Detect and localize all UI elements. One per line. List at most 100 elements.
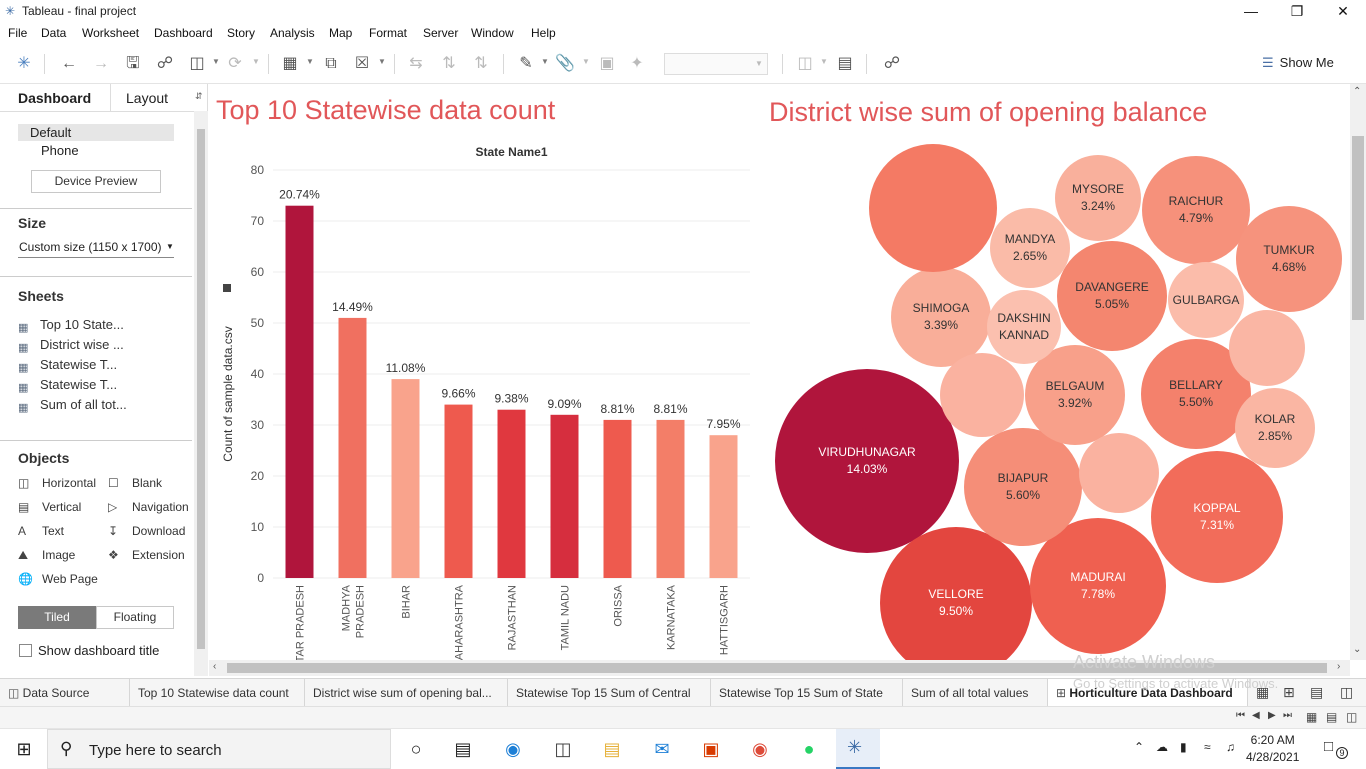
show-me-button[interactable]: ☰ Show Me [1262,55,1334,71]
show-labels-icon[interactable]: ▣ [599,55,615,72]
sheet-item[interactable]: ▦ Sum of all tot... [18,397,127,415]
object-image[interactable]: ⛰ Image [18,548,75,563]
district-bubble[interactable]: MYSORE 3.24% [1055,155,1141,241]
show-cards-icon[interactable]: ◫ [797,55,813,72]
chevron-down-icon[interactable]: ▼ [582,57,590,66]
menu-window[interactable]: Window [471,26,514,40]
windows-start-icon[interactable]: ⊞ [16,739,32,759]
last-sheet-icon[interactable]: ⏭ [1283,710,1292,721]
highlight-icon[interactable]: ✎ [519,55,533,72]
district-bubble[interactable]: TUMKUR 4.68% [1236,206,1342,312]
sheet-sorter-icon[interactable]: ▦ [1306,710,1318,724]
district-bubble[interactable]: BELLARY 5.50% [1141,339,1251,449]
tab-dashboard-active[interactable]: ⊞ Horticulture Data Dashboard [1048,679,1248,707]
save-icon[interactable]: 🖫 [126,55,140,72]
district-bubble[interactable]: VIRUDHUNAGAR 14.03% [775,369,959,553]
size-dropdown[interactable]: Custom size (1150 x 1700) ▼ [18,238,174,258]
group-members-icon[interactable]: 📎 [555,55,575,72]
chevron-down-icon[interactable]: ▼ [252,57,260,66]
sheet-tab[interactable]: Statewise Top 15 Sum of Central [508,679,711,707]
district-bubble[interactable]: DAKSHIN KANNAD [987,290,1061,364]
volume-icon[interactable]: ♫ [1226,740,1235,754]
district-bubble[interactable] [869,144,997,272]
prev-sheet-icon[interactable]: ◀ [1252,710,1260,721]
menu-help[interactable]: Help [531,26,556,40]
scrollbar-thumb[interactable] [197,129,205,649]
district-bubble[interactable]: KOPPAL 7.31% [1151,451,1283,583]
district-bubble[interactable]: MADURAI 7.78% [1030,518,1166,654]
undo-icon[interactable]: ← [61,55,77,72]
sheet-item[interactable]: ▦ District wise ... [18,337,124,355]
menu-dashboard[interactable]: Dashboard [154,26,213,40]
sort-descending-icon[interactable]: ⇅ [474,55,488,72]
tableau-home-icon[interactable]: ✳ [17,55,31,72]
new-worksheet-icon[interactable]: ▦ [282,55,298,72]
tab-menu-icon[interactable]: ⇵ [195,91,203,101]
first-sheet-icon[interactable]: ⏮ [1236,710,1245,721]
menu-data[interactable]: Data [41,26,67,40]
sheet-tab[interactable]: District wise sum of opening bal... [305,679,508,707]
district-bubble[interactable]: GULBARGA [1168,262,1244,338]
object-navigation[interactable]: ▷ Navigation [108,500,189,514]
wifi-icon[interactable]: ≈ [1204,740,1211,754]
scroll-down-icon[interactable]: ⌄ [1353,644,1362,655]
district-bubble[interactable] [940,353,1024,437]
onedrive-icon[interactable]: ☁ [1156,740,1168,754]
filmstrip-icon[interactable]: ▤ [1326,710,1338,724]
sheet-item[interactable]: ▦ Statewise T... [18,377,117,395]
redo-icon[interactable]: → [93,55,109,72]
object-download[interactable]: ↧ Download [108,524,185,538]
chevron-down-icon[interactable]: ▼ [541,57,549,66]
menu-file[interactable]: File [8,26,28,40]
side-panel-scrollbar[interactable]: ⌄ [194,111,208,690]
duplicate-sheet-icon[interactable]: ⧉ [325,55,337,72]
office-icon[interactable]: ▣ [702,739,720,759]
object-horizontal[interactable]: ◫ Horizontal [18,476,96,490]
district-bubble[interactable]: RAICHUR 4.79% [1142,156,1250,264]
device-phone-item[interactable]: Phone [41,143,79,158]
sort-ascending-icon[interactable]: ⇅ [442,55,456,72]
tab-dashboard[interactable]: Dashboard [18,90,92,106]
tab-layout[interactable]: Layout [126,90,169,106]
object-vertical[interactable]: ▤ Vertical [18,500,81,514]
new-story-icon[interactable]: ◫ [1340,684,1354,700]
district-bubble[interactable] [1079,433,1159,513]
taskbar-search[interactable]: ⚲ Type here to search [47,729,391,769]
object-blank[interactable]: ☐ Blank [108,476,162,490]
new-worksheet-tab-icon[interactable]: ▦ [1256,684,1270,700]
district-bubble[interactable] [1229,310,1305,386]
scroll-left-icon[interactable]: ‹ [213,661,217,672]
vertical-scrollbar[interactable]: ⌃ ⌄ [1350,84,1366,660]
scroll-right-icon[interactable]: › [1337,661,1341,672]
scrollbar-thumb[interactable] [227,663,1327,673]
restore-button[interactable]: ❐ [1290,3,1304,19]
next-sheet-icon[interactable]: ▶ [1268,710,1276,721]
show-hidden-icons-icon[interactable]: ⌃ [1134,740,1145,754]
menu-map[interactable]: Map [329,26,353,40]
menu-worksheet[interactable]: Worksheet [82,26,140,40]
sheet-tab[interactable]: Statewise Top 15 Sum of State [711,679,903,707]
tab-data-source[interactable]: ◫ Data Source [0,679,130,707]
object-text[interactable]: A Text [18,524,64,538]
district-bubble[interactable]: SHIMOGA 3.39% [891,267,991,367]
district-bubble[interactable]: VELLORE 9.50% [880,527,1032,660]
district-bubble[interactable]: KOLAR 2.85% [1235,388,1315,468]
menu-server[interactable]: Server [423,26,459,40]
chevron-down-icon[interactable]: ▼ [212,57,220,66]
close-button[interactable]: ✕ [1337,3,1349,19]
system-clock[interactable]: 6:20 AM 4/28/2021 [1246,732,1299,766]
pause-updates-icon[interactable]: ◫ [189,55,205,72]
new-story-tab-icon[interactable]: ▤ [1310,684,1324,700]
horizontal-scrollbar[interactable]: ‹ › [209,660,1350,676]
menu-analysis[interactable]: Analysis [270,26,315,40]
notification-center-icon[interactable]: □ [1324,738,1334,755]
menu-story[interactable]: Story [227,26,256,40]
chevron-down-icon[interactable]: ▼ [378,57,386,66]
mail-icon[interactable]: ✉ [654,739,670,759]
file-explorer-icon[interactable]: ▤ [603,739,621,759]
sheet-item[interactable]: ▦ Statewise T... [18,357,117,375]
object-extension[interactable]: ❖ Extension [108,548,185,562]
floating-toggle[interactable]: Floating [96,606,174,629]
chevron-down-icon[interactable]: ▼ [306,57,314,66]
edge-icon[interactable]: ◉ [505,739,521,759]
